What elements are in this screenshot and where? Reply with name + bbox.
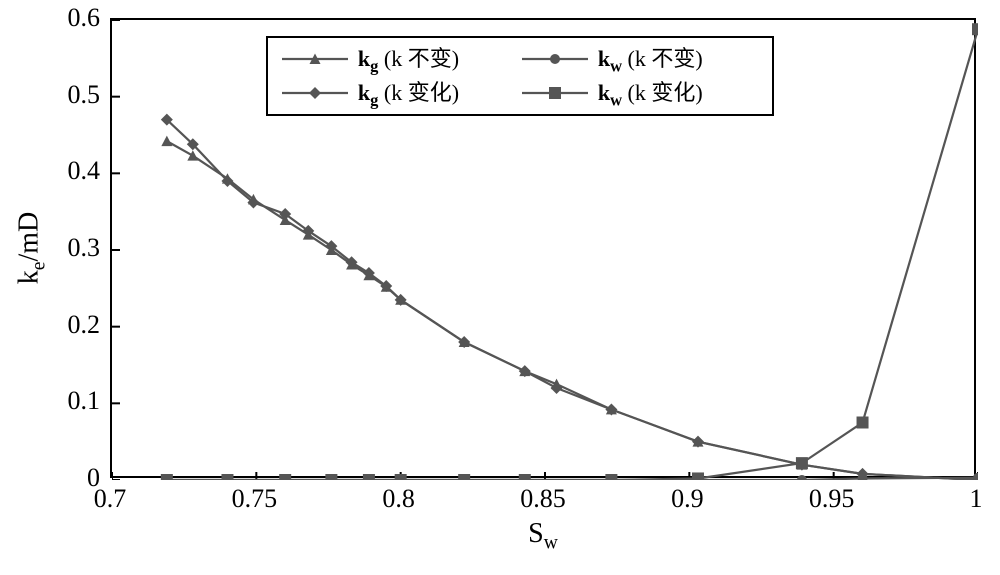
- legend-sample: [280, 81, 350, 105]
- legend-label: kg (k 不变): [358, 41, 459, 76]
- y-tick-label: 0: [87, 463, 100, 493]
- x-tick-label: 0.8: [382, 484, 415, 514]
- legend-item-kg_var: kg (k 变化): [280, 75, 520, 110]
- legend-row: kg (k 变化) kw (k 变化): [280, 76, 760, 110]
- x-tick-label: 0.9: [671, 484, 704, 514]
- legend-sample: [520, 81, 590, 105]
- x-tick-label: 0.75: [232, 484, 278, 514]
- chart-container: ke/mD Sw kg (k 不变) kw (k 不变) kg (k 变化) kw (…: [0, 0, 1000, 575]
- x-tick-label: 0.85: [520, 484, 566, 514]
- y-tick-label: 0.2: [68, 310, 101, 340]
- y-tick-label: 0.4: [68, 156, 101, 186]
- y-tick-label: 0.1: [68, 386, 101, 416]
- legend-item-kg_const: kg (k 不变): [280, 41, 520, 76]
- legend-sample: [280, 47, 350, 71]
- y-axis-label: ke/mD: [14, 212, 51, 284]
- legend-label: kw (k 变化): [598, 75, 703, 110]
- legend-row: kg (k 不变) kw (k 不变): [280, 42, 760, 76]
- legend-label: kw (k 不变): [598, 41, 703, 76]
- legend-label: kg (k 变化): [358, 75, 459, 110]
- y-tick-label: 0.6: [68, 3, 101, 33]
- x-axis-label: Sw: [528, 518, 558, 555]
- y-tick-label: 0.3: [68, 233, 101, 263]
- y-axis-label-text: ke/mD: [14, 212, 45, 284]
- y-tick-label: 0.5: [68, 80, 101, 110]
- legend-item-kw_const: kw (k 不变): [520, 41, 760, 76]
- legend-sample: [520, 47, 590, 71]
- x-tick-label: 0.95: [809, 484, 855, 514]
- legend: kg (k 不变) kw (k 不变) kg (k 变化) kw (k 变化): [266, 36, 774, 116]
- x-axis-label-text: Sw: [528, 518, 558, 549]
- legend-item-kw_var: kw (k 变化): [520, 75, 760, 110]
- x-tick-label: 1: [970, 484, 983, 514]
